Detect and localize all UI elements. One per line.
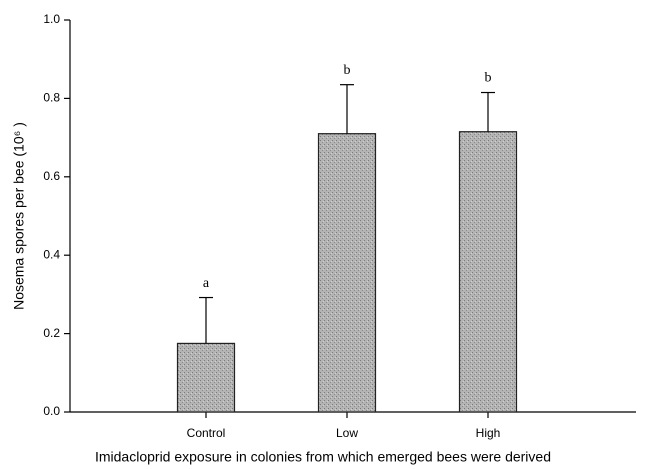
annotation: b [344,63,351,78]
y-tick-label: 1.0 [43,12,60,26]
annotation: a [203,276,210,291]
y-tick-label: 0.6 [43,169,60,183]
y-tick-label: 0.0 [43,404,60,418]
x-tick-label: Low [336,426,358,440]
y-axis-label: Nosema spores per bee (10⁶ ) [11,122,27,310]
y-tick-label: 0.8 [43,91,60,105]
y-tick-label: 0.2 [43,326,60,340]
bar [176,342,236,413]
x-tick-label: Control [187,426,226,440]
bar [458,131,518,413]
x-tick-label: High [476,426,501,440]
annotation: b [485,71,492,86]
x-axis-label: Imidacloprid exposure in colonies from w… [95,449,551,465]
bar [317,133,377,413]
y-tick-label: 0.4 [43,247,60,261]
